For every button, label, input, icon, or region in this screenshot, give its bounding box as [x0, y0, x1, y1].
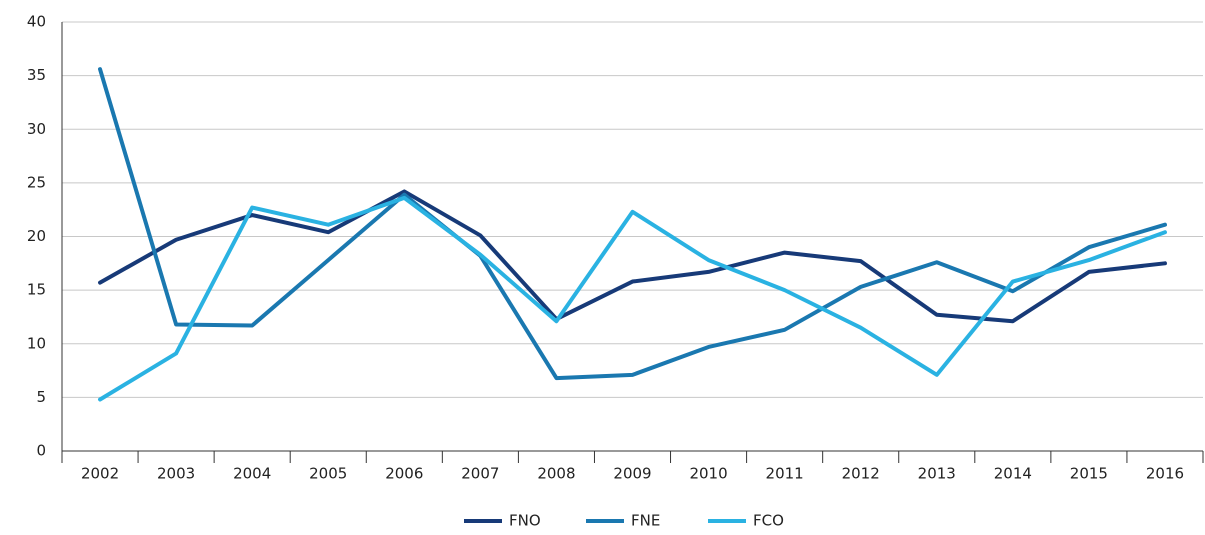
x-tick-label: 2011 [766, 465, 804, 483]
x-tick-label: 2016 [1146, 465, 1184, 483]
x-tick-label: 2015 [1070, 465, 1108, 483]
x-tick-label: 2003 [157, 465, 195, 483]
x-tick-label: 2008 [537, 465, 575, 483]
series-line [98, 67, 1167, 381]
legend-label: FNE [631, 512, 660, 530]
y-tick-label: 25 [27, 173, 46, 191]
x-tick-label: 2013 [918, 465, 956, 483]
x-tick-label: 2006 [385, 465, 423, 483]
x-tick-label: 2010 [689, 465, 727, 483]
y-tick-label: 10 [27, 334, 46, 352]
series-line [98, 195, 1167, 402]
y-tick-label: 40 [27, 13, 46, 31]
y-tick-label: 0 [36, 442, 46, 460]
y-tick-label: 30 [27, 120, 46, 138]
x-tick-label: 2004 [233, 465, 271, 483]
x-tick-label: 2005 [309, 465, 347, 483]
x-tick-label: 2009 [613, 465, 651, 483]
y-tick-label: 35 [27, 66, 46, 84]
y-tick-label: 5 [36, 388, 46, 406]
series-line [98, 189, 1167, 324]
x-tick-label: 2002 [81, 465, 119, 483]
x-tick-label: 2007 [461, 465, 499, 483]
legend-label: FNO [509, 512, 541, 530]
y-tick-label: 20 [27, 227, 46, 245]
x-tick-label: 2014 [994, 465, 1032, 483]
y-tick-label: 15 [27, 281, 46, 299]
x-tick-label: 2012 [842, 465, 880, 483]
legend-label: FCO [753, 512, 784, 530]
